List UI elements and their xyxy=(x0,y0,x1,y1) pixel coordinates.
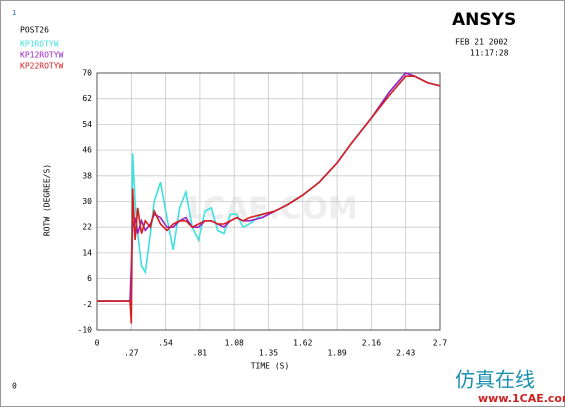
watermark-url: www.1CAE.com xyxy=(478,392,565,405)
legend-entry: KP22ROTYW xyxy=(20,62,64,71)
y-tick-label: 14 xyxy=(82,248,92,257)
y-tick-label: 46 xyxy=(82,146,92,155)
date: FEB 21 2002 xyxy=(455,38,508,47)
x-tick-label: 2.7 xyxy=(433,339,448,348)
x-axis-label: TIME (S) xyxy=(251,362,290,371)
series-line xyxy=(97,75,441,324)
y-tick-label: 22 xyxy=(82,223,92,232)
x-tick-label: 2.16 xyxy=(362,339,381,348)
plot-frame xyxy=(96,72,441,331)
logo: ANSYS xyxy=(452,10,516,30)
y-tick-label: 6 xyxy=(87,274,92,283)
y-tick-label: 30 xyxy=(82,197,92,206)
x-tick-label: 2.43 xyxy=(396,349,415,358)
x-tick-label: .81 xyxy=(193,349,208,358)
x-tick-label: 0 xyxy=(95,339,100,348)
y-tick-label: 38 xyxy=(82,171,92,180)
time: 11:17:28 xyxy=(470,49,509,58)
legend-entry: KP1ROTYW xyxy=(20,40,59,49)
y-axis-label: ROTW (DEGREE/S) xyxy=(43,164,52,236)
program-label: POST26 xyxy=(20,26,49,35)
x-tick-label: 1.89 xyxy=(327,349,346,358)
y-tick-label: -10 xyxy=(78,326,93,335)
y-tick-label: 70 xyxy=(82,69,92,78)
x-tick-label: .27 xyxy=(124,349,139,358)
x-tick-label: 1.62 xyxy=(293,339,312,348)
watermark: 仿真在线 xyxy=(455,368,535,392)
x-tick-label: 1.35 xyxy=(259,349,278,358)
corner-label: 0 xyxy=(12,382,17,391)
y-tick-label: 54 xyxy=(82,120,92,129)
legend-entry: KP12ROTYW xyxy=(20,51,64,60)
x-tick-label: .54 xyxy=(158,339,173,348)
x-tick-label: 1.08 xyxy=(225,339,244,348)
y-tick-label: -2 xyxy=(82,300,92,309)
y-tick-label: 62 xyxy=(82,94,92,103)
window-number: 1 xyxy=(12,9,16,17)
